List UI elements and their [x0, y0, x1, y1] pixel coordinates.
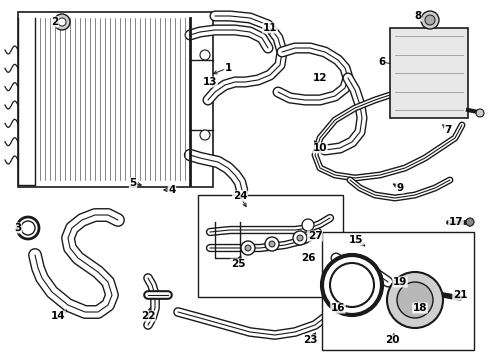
- Circle shape: [424, 15, 434, 25]
- Bar: [198, 195, 342, 297]
- Circle shape: [200, 50, 209, 60]
- Circle shape: [321, 255, 381, 315]
- Circle shape: [58, 18, 66, 26]
- Text: 1: 1: [224, 63, 231, 73]
- Text: 7: 7: [444, 125, 451, 135]
- Circle shape: [200, 130, 209, 140]
- Text: 27: 27: [307, 231, 322, 241]
- Bar: [389, 28, 467, 118]
- Text: 26: 26: [300, 253, 315, 263]
- Circle shape: [386, 272, 442, 328]
- Text: 14: 14: [51, 311, 65, 321]
- Circle shape: [296, 235, 303, 241]
- Circle shape: [244, 245, 250, 251]
- Circle shape: [420, 11, 438, 29]
- Circle shape: [465, 218, 473, 226]
- Circle shape: [54, 14, 70, 30]
- Text: 8: 8: [413, 11, 421, 21]
- Text: 5: 5: [129, 178, 136, 188]
- Circle shape: [268, 241, 274, 247]
- Text: 17: 17: [448, 217, 462, 227]
- Text: 23: 23: [302, 335, 317, 345]
- Text: 4: 4: [168, 185, 175, 195]
- Text: 19: 19: [392, 277, 407, 287]
- Circle shape: [292, 231, 306, 245]
- Circle shape: [329, 263, 373, 307]
- Text: 10: 10: [312, 143, 326, 153]
- Circle shape: [302, 219, 313, 231]
- Text: 9: 9: [396, 183, 403, 193]
- Text: 21: 21: [452, 290, 467, 300]
- Text: 11: 11: [262, 23, 277, 33]
- Bar: [18, 12, 213, 187]
- Text: 24: 24: [232, 191, 247, 201]
- Text: 3: 3: [14, 223, 21, 233]
- Text: 20: 20: [384, 335, 398, 345]
- Circle shape: [396, 282, 432, 318]
- Text: 22: 22: [141, 311, 155, 321]
- Text: 6: 6: [378, 57, 385, 67]
- Text: 13: 13: [203, 77, 217, 87]
- Circle shape: [264, 237, 279, 251]
- Circle shape: [241, 241, 254, 255]
- Circle shape: [17, 217, 39, 239]
- Circle shape: [475, 109, 483, 117]
- Bar: [321, 232, 473, 350]
- Text: 18: 18: [412, 303, 427, 313]
- Text: 16: 16: [330, 303, 345, 313]
- Text: 2: 2: [51, 17, 59, 27]
- Circle shape: [21, 221, 35, 235]
- Text: 25: 25: [230, 259, 245, 269]
- Text: 15: 15: [348, 235, 363, 245]
- Text: 12: 12: [312, 73, 326, 83]
